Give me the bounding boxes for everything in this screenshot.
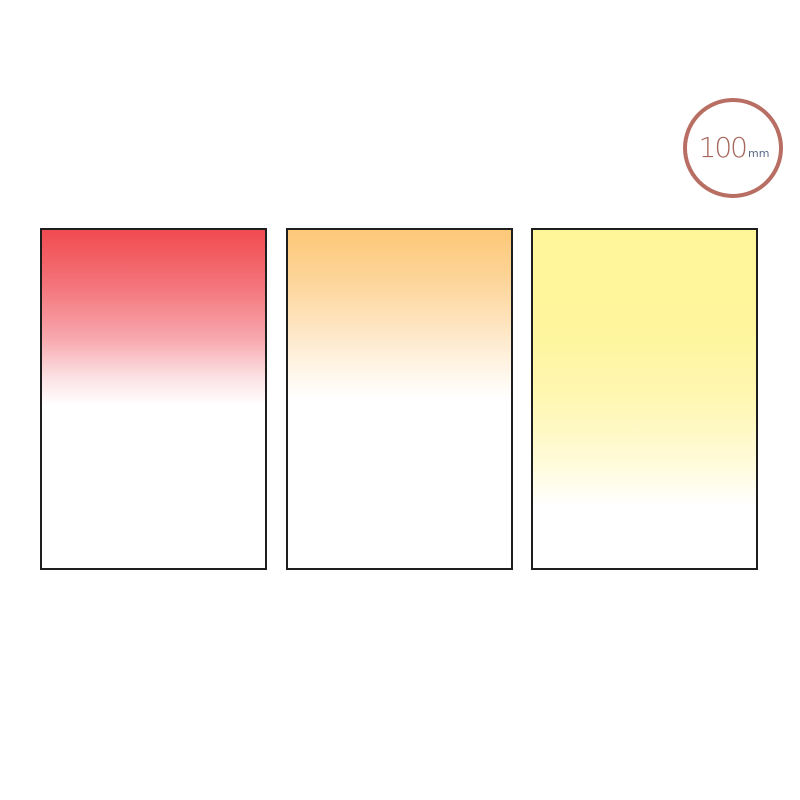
red-graduated-filter [40, 228, 267, 570]
size-badge-text: 100 mm [699, 134, 770, 162]
yellow-graduated-filter [531, 228, 758, 570]
orange-graduated-filter [286, 228, 513, 570]
size-badge-number: 100 [698, 131, 748, 164]
size-badge-unit: mm [748, 147, 770, 160]
size-badge: 100 mm [683, 98, 783, 198]
